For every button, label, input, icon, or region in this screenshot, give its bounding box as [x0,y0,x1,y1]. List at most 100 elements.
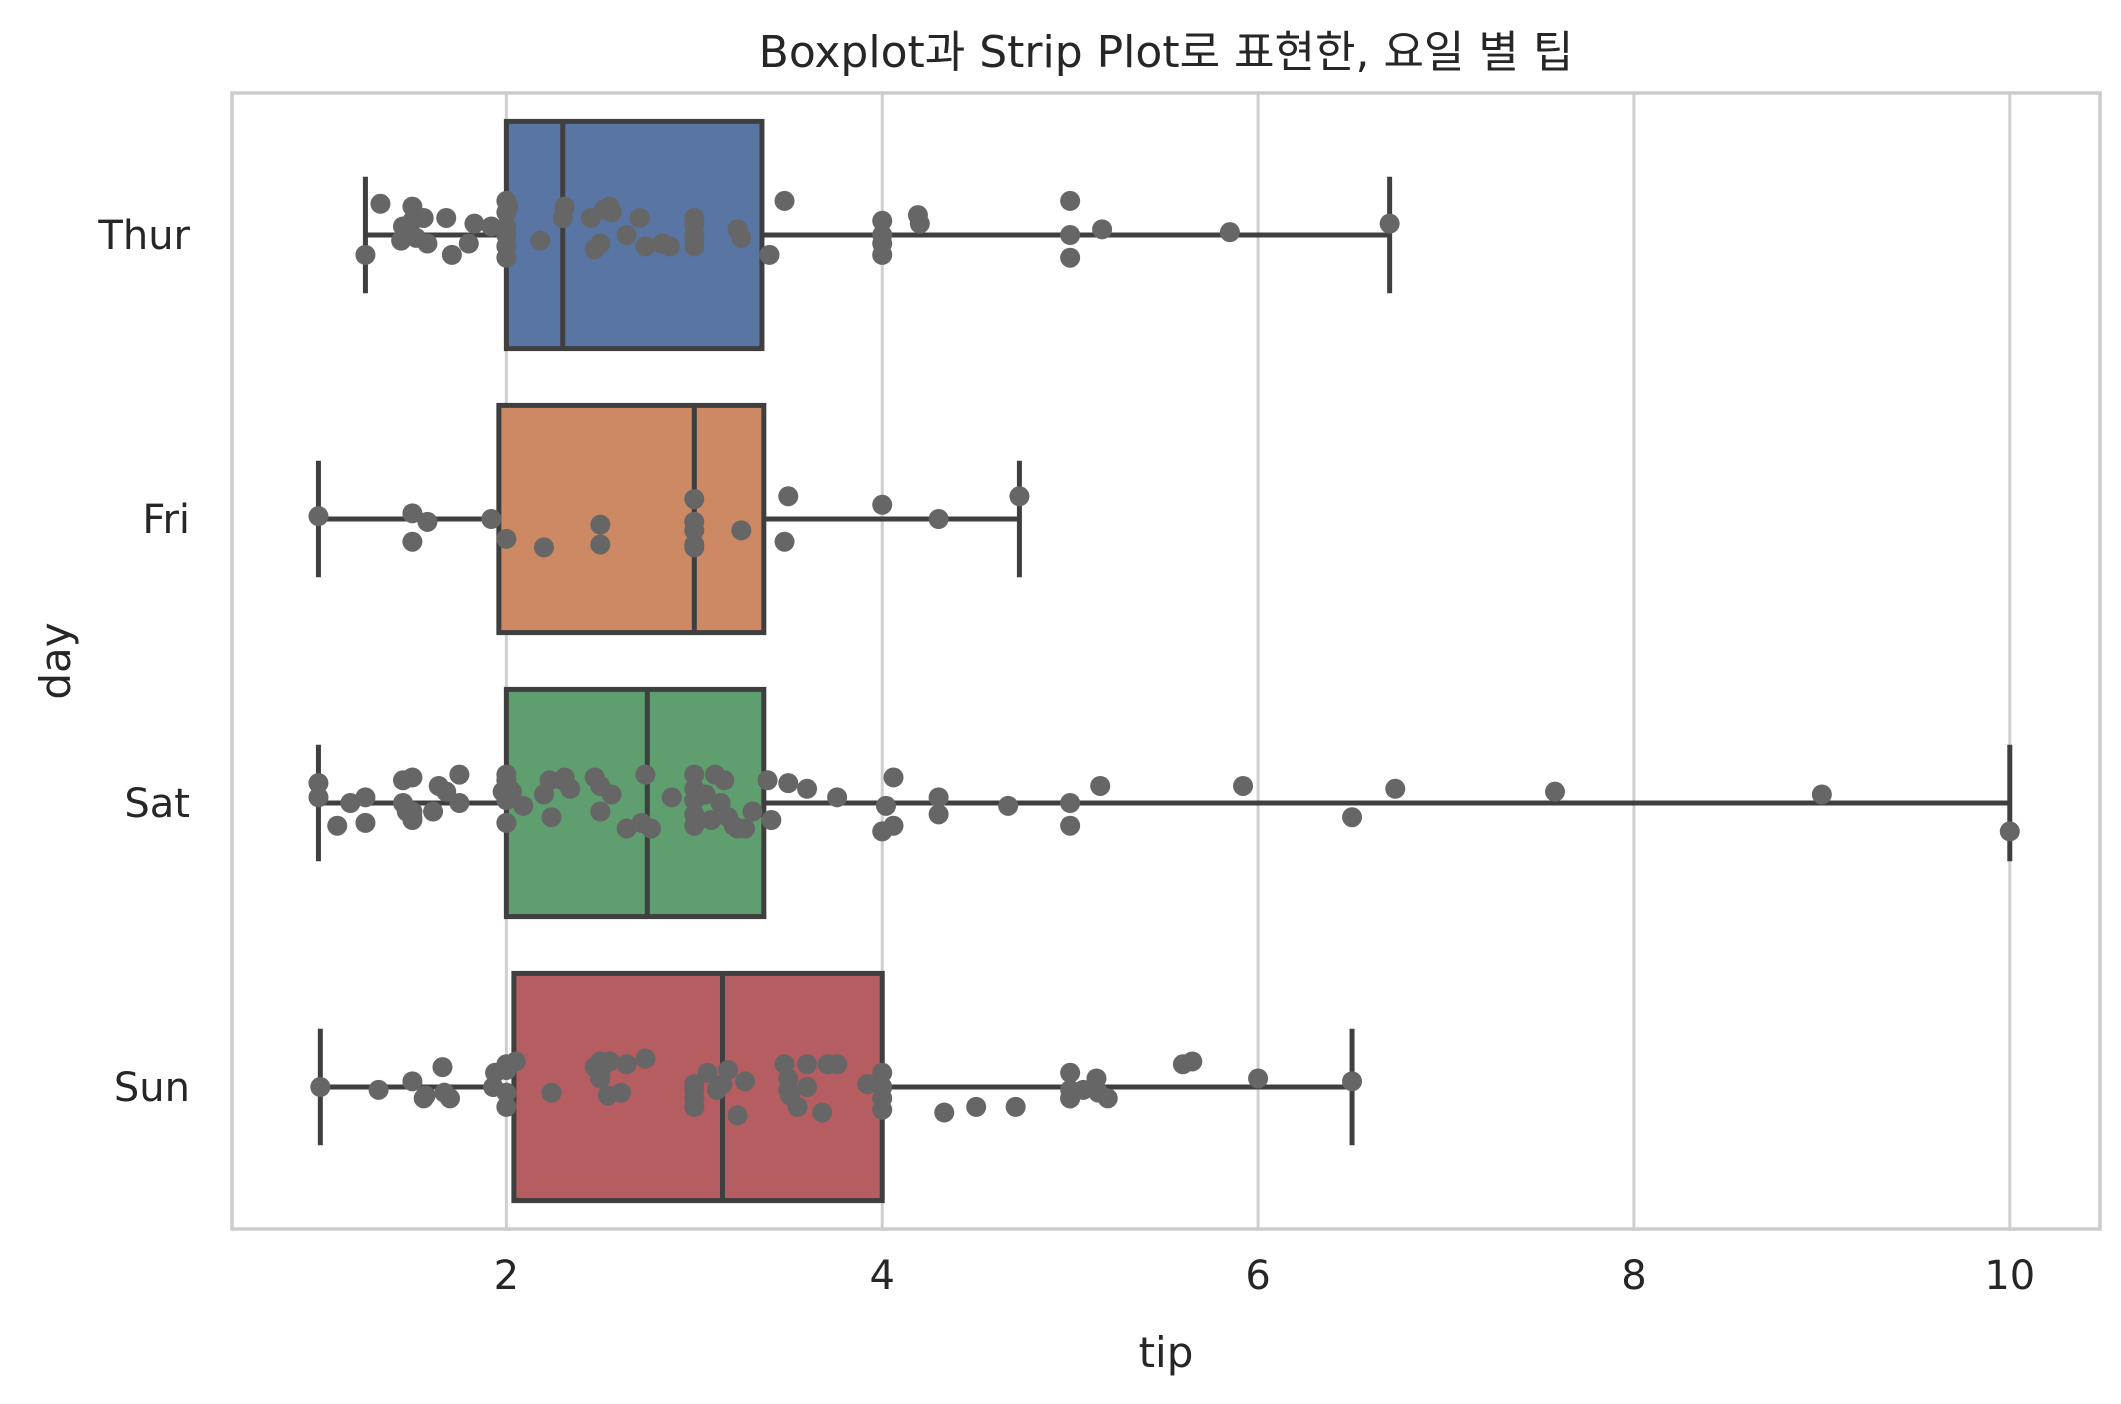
strip-point [616,1054,637,1075]
strip-point [635,764,656,785]
strip-point [1009,486,1030,507]
strip-point [601,202,622,223]
strip-point [449,764,470,785]
strip-point [541,807,562,828]
plot-frame [230,91,2102,1231]
strip-point [402,810,423,831]
strip-point [432,1057,453,1078]
y-tick-label: Fri [142,497,190,543]
strip-point [1090,775,1111,796]
strip-point [1248,1068,1269,1089]
strip-point [458,233,479,254]
strip-point [417,511,438,532]
x-tick-label: 10 [1984,1253,2035,1299]
strip-point [355,787,376,808]
strip-point [727,1105,748,1126]
strip-point [684,236,705,257]
strip-point [797,778,818,799]
strip-point [1060,793,1081,813]
y-axis-label: day [31,622,80,699]
strip-point [928,787,949,808]
strip-point [590,534,611,555]
x-tick-label: 4 [870,1253,895,1299]
strip-point [1073,1079,1094,1100]
y-tick-label: Thur [97,213,190,259]
x-tick-label: 2 [494,1253,519,1299]
strip-point [423,801,444,822]
x-tick-label: 8 [1621,1253,1646,1299]
strip-point [415,1085,436,1106]
strip-point [883,815,904,836]
strip-point [761,810,782,831]
strip-point [827,787,848,808]
strip-point [701,810,722,831]
strip-point [464,213,485,234]
y-tick-label: Sun [114,1065,190,1111]
strip-point [340,793,361,813]
strip-point [684,537,705,558]
strip-point [402,767,423,788]
strip-point [599,1051,620,1072]
strip-point [310,1077,331,1097]
strip-point [857,1074,878,1095]
strip-point [590,1068,611,1089]
strip-point [812,1102,833,1123]
strip-point [590,514,611,535]
strip-point [1233,775,1254,796]
strip-point [439,1088,460,1109]
strip-point [635,1048,656,1069]
strip-point [616,225,637,245]
strip-point [496,247,517,268]
strip-point [635,236,656,257]
strip-point [552,207,573,228]
strip-point [695,784,716,805]
strip-point [1385,778,1406,799]
strip-point [616,818,637,839]
strip-point [402,1071,423,1092]
strip-point [714,770,735,791]
strip-point [1999,821,2020,842]
strip-point [928,509,949,529]
strip-point [355,812,376,833]
strip-point [697,1062,718,1083]
strip-point [684,1096,705,1117]
strip-point [731,227,752,248]
strip-point [797,1077,818,1097]
strip-point [1060,247,1081,268]
strip-point [787,1096,808,1117]
strip-point [684,520,705,541]
strip-point [797,1054,818,1075]
strip-point [449,793,470,813]
strip-point [684,764,705,785]
strip-point [496,528,517,549]
y-tick-labels: Thur Fri Sat Sun [97,213,190,1111]
strip-point [1545,781,1566,802]
strip-point [496,1096,517,1117]
strip-point [1342,807,1363,828]
strip-point [601,784,622,805]
strip-point [641,818,662,839]
strip-point [402,503,423,524]
strip-point [560,778,581,799]
strip-point [759,244,780,265]
strip-point [417,233,438,254]
box-sun [511,970,885,1204]
strip-point [370,193,391,214]
strip-point [308,773,329,794]
box-thur [503,118,765,352]
x-axis-label: tip [1139,1328,1194,1377]
strip-point [368,1079,389,1100]
strip-points-layer [308,190,2020,1126]
strip-point [513,795,534,816]
strip-point [481,509,502,529]
strip-point [778,486,799,507]
strip-point [774,531,795,552]
strip-point [629,207,650,228]
strip-point [611,1082,632,1103]
strip-point [436,781,457,802]
strip-point [659,236,680,257]
strip-point [1060,225,1081,245]
x-tick-labels: 2 4 6 8 10 [494,1253,2036,1299]
box-fri [496,402,767,636]
